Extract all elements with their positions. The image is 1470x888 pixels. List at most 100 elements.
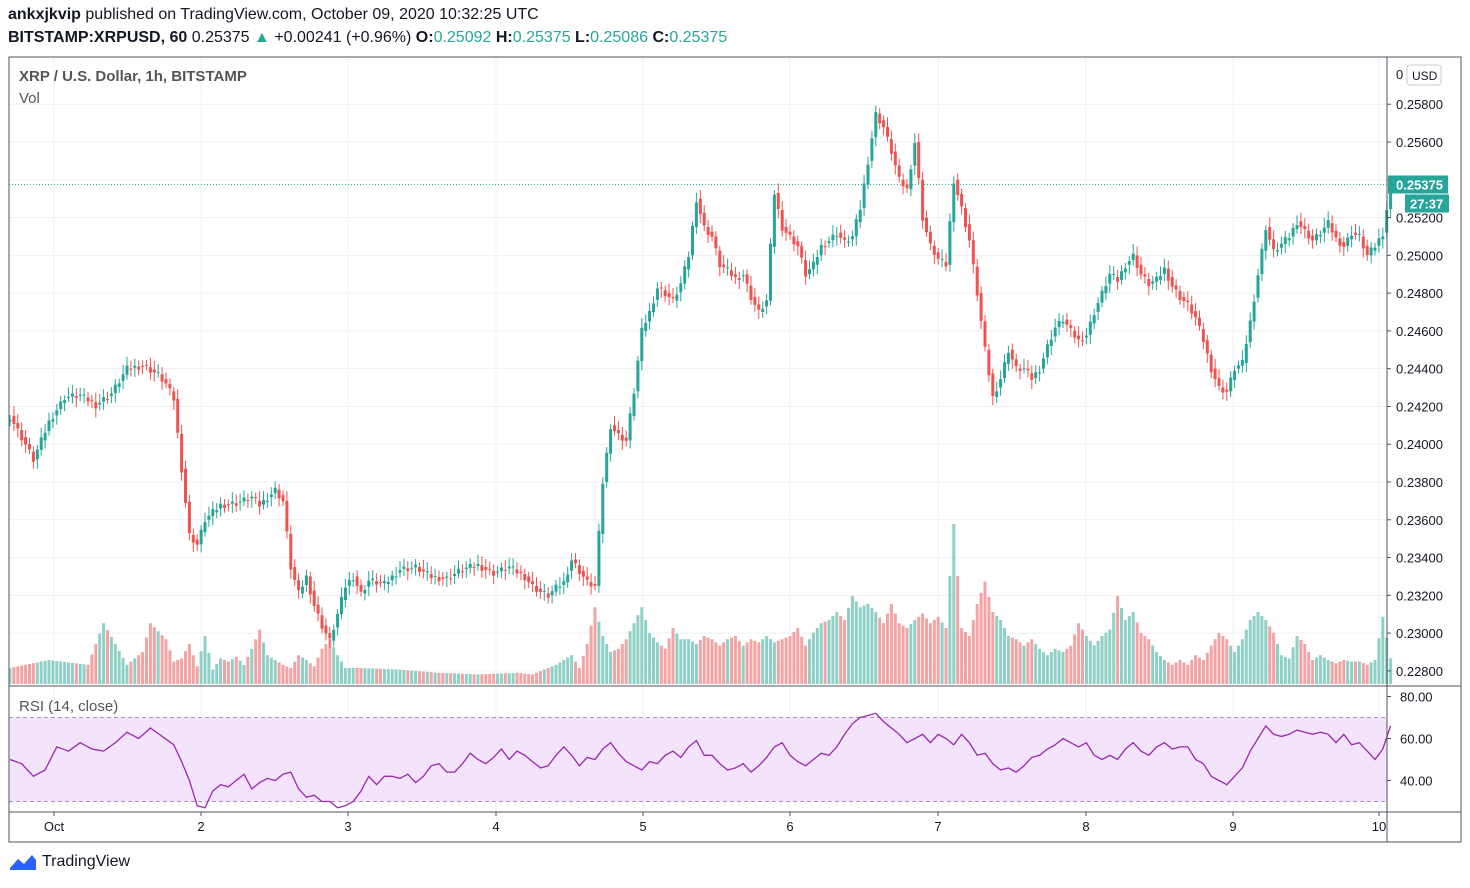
volume-bar	[776, 640, 780, 684]
candle-body	[219, 503, 223, 509]
volume-bar	[745, 642, 749, 684]
volume-bar	[936, 616, 940, 684]
candle-body	[129, 368, 133, 370]
volume-bar	[445, 673, 449, 684]
candle-body	[1252, 301, 1256, 322]
candle-body	[74, 396, 78, 398]
candle-body	[1330, 223, 1334, 233]
candle-body	[624, 437, 628, 441]
volume-bar	[800, 636, 804, 684]
footer-brand[interactable]: TradingView	[8, 852, 130, 872]
candle-body	[710, 231, 714, 237]
candle-body	[1264, 230, 1268, 251]
candle-body	[418, 567, 421, 572]
candle-body	[1116, 277, 1120, 282]
candle-body	[726, 267, 730, 269]
candle-body	[1077, 335, 1081, 340]
publisher-name: ankxjkvip	[8, 6, 81, 23]
volume-bar	[113, 644, 117, 684]
volume-bar	[585, 644, 589, 684]
volume-bar	[414, 670, 418, 684]
candle-body	[1229, 377, 1233, 392]
candle-body	[932, 245, 936, 255]
volume-bar	[1022, 645, 1026, 684]
volume-bar	[390, 669, 394, 684]
candle-body	[1201, 329, 1205, 343]
symbol-label: BITSTAMP:XRPUSD, 60	[8, 29, 188, 46]
volume-bar	[371, 668, 375, 684]
candle-body	[180, 433, 184, 473]
candle-body	[964, 208, 967, 228]
candle-body	[117, 383, 121, 388]
candle-body	[819, 244, 823, 256]
price-tick-label: 0.22800	[1396, 664, 1443, 679]
volume-bar	[1155, 652, 1159, 684]
price-tick-label: 0.24800	[1396, 286, 1443, 301]
candle-body	[1010, 349, 1014, 360]
candle-body	[367, 580, 371, 587]
chart-legend: XRP / U.S. Dollar, 1h, BITSTAMP Vol RSI …	[19, 68, 247, 715]
candle-body	[952, 183, 956, 223]
candle-body	[1143, 274, 1147, 277]
volume-bar	[1198, 657, 1201, 684]
rsi-axis[interactable]: 40.00 60.00 80.00	[1387, 690, 1433, 789]
volume-bar	[1065, 648, 1069, 684]
volume-bar	[733, 636, 737, 684]
candle-body	[316, 604, 320, 614]
candle-body	[106, 398, 109, 400]
candle-body	[511, 566, 515, 568]
volume-bar	[1217, 632, 1221, 684]
volume-bar	[125, 664, 129, 684]
volume-bar	[254, 639, 258, 684]
volume-bar	[1162, 660, 1166, 684]
rsi-tick-label: 80.00	[1400, 690, 1433, 705]
candle-body	[542, 591, 546, 593]
ohlc-line: BITSTAMP:XRPUSD, 60 0.25375 ▲ +0.00241 (…	[8, 29, 727, 47]
volume-bar	[449, 673, 453, 684]
volume-bar	[117, 650, 121, 684]
volume-bar	[39, 661, 43, 684]
volume-bar	[1361, 663, 1365, 684]
candle-body	[379, 582, 382, 584]
open-label: O:	[415, 29, 434, 46]
last-price-tag-label: 0.25375	[1396, 178, 1443, 193]
candle-body	[663, 290, 667, 297]
volume-bar	[242, 664, 246, 684]
volume-bar	[1365, 664, 1369, 684]
time-axis[interactable]: Oct 2 3 4 5 6 7 8 9 10	[44, 812, 1386, 834]
volume-bar	[24, 664, 28, 684]
volume-bar	[176, 660, 180, 684]
candle-body	[70, 393, 74, 397]
candle-body	[644, 323, 648, 331]
candle-body	[714, 236, 718, 249]
candle-body	[262, 499, 265, 505]
candle-body	[1096, 302, 1100, 312]
price-axis[interactable]: 0.22800 0.23000 0.23200 0.23400 0.23600 0.238…	[1387, 64, 1443, 679]
volume-bar	[862, 605, 866, 684]
currency-button[interactable]	[1406, 64, 1442, 86]
candle-body	[1283, 237, 1287, 244]
volume-bar	[102, 623, 106, 684]
volume-bar	[644, 620, 648, 684]
candle-body	[1334, 230, 1338, 238]
candle-body	[1268, 227, 1272, 240]
candle-body	[277, 489, 281, 499]
volume-bar	[70, 662, 74, 684]
price-tick-label: 0.25000	[1396, 248, 1443, 263]
volume-bar	[960, 628, 964, 684]
volume-bar	[106, 630, 109, 684]
candle-body	[554, 584, 558, 592]
candle-body	[269, 494, 273, 498]
volume-bar	[1178, 660, 1182, 684]
candle-body	[694, 202, 698, 227]
candle-body	[1350, 235, 1354, 240]
volume-bar	[1287, 658, 1291, 684]
volume-bar	[74, 663, 78, 684]
volume-bar	[347, 668, 351, 684]
volume-bar	[219, 658, 223, 684]
candle-body	[336, 613, 340, 628]
countdown-label: 27:37	[1410, 197, 1443, 212]
volume-bar	[20, 665, 24, 684]
candle-body	[566, 574, 570, 583]
